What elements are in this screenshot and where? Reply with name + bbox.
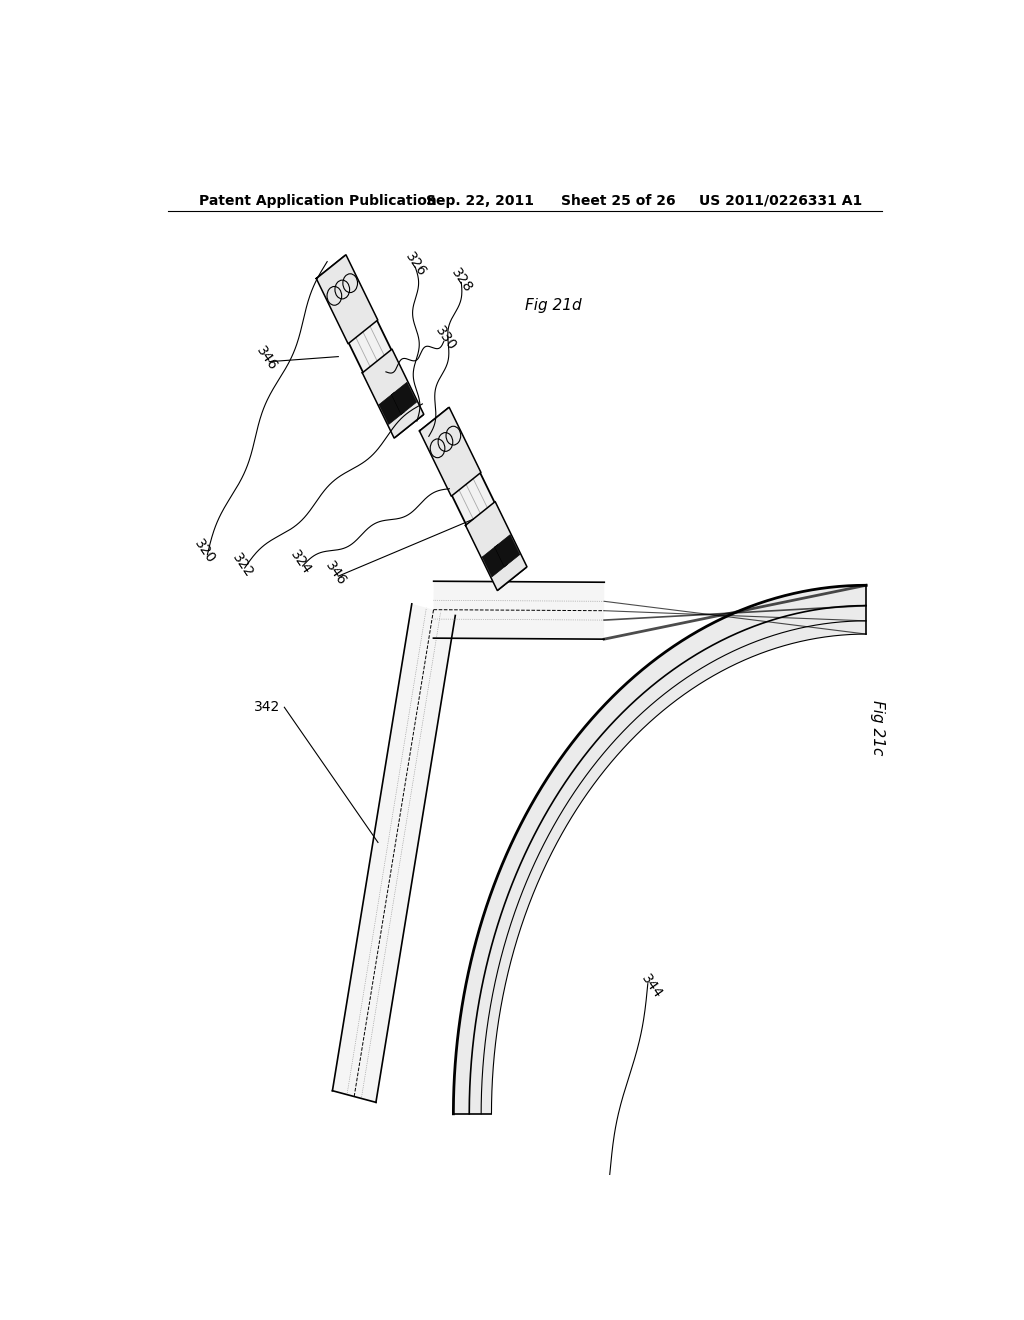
- Text: 342: 342: [254, 700, 280, 714]
- Text: 320: 320: [191, 537, 218, 566]
- Text: 346: 346: [254, 343, 281, 374]
- Polygon shape: [391, 383, 417, 414]
- Polygon shape: [454, 585, 866, 1114]
- Text: Patent Application Publication: Patent Application Publication: [200, 194, 437, 209]
- Polygon shape: [333, 603, 456, 1102]
- Text: Fig 21c: Fig 21c: [870, 700, 886, 755]
- Polygon shape: [317, 255, 423, 437]
- Polygon shape: [316, 255, 378, 343]
- Text: Sep. 22, 2011: Sep. 22, 2011: [426, 194, 534, 209]
- Text: Fig 21d: Fig 21d: [524, 298, 582, 313]
- Text: 326: 326: [402, 249, 429, 279]
- Text: Sheet 25 of 26: Sheet 25 of 26: [560, 194, 675, 209]
- Polygon shape: [482, 545, 508, 577]
- Polygon shape: [420, 408, 481, 496]
- Polygon shape: [466, 502, 527, 590]
- Text: US 2011/0226331 A1: US 2011/0226331 A1: [699, 194, 862, 209]
- Text: 344: 344: [639, 972, 665, 1002]
- Text: 324: 324: [288, 548, 314, 578]
- Polygon shape: [379, 392, 404, 425]
- Text: 330: 330: [432, 323, 459, 352]
- Polygon shape: [362, 348, 424, 438]
- Polygon shape: [433, 581, 604, 639]
- Text: 328: 328: [449, 265, 474, 296]
- Polygon shape: [495, 535, 520, 568]
- Text: 346: 346: [323, 558, 349, 587]
- Text: 322: 322: [229, 550, 256, 579]
- Polygon shape: [420, 408, 526, 590]
